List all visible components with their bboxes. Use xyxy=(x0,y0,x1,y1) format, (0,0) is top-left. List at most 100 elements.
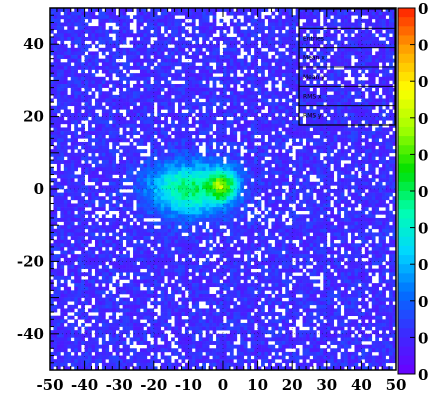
heatmap-cell xyxy=(357,134,362,139)
heatmap-cell xyxy=(143,47,148,52)
heatmap-cell xyxy=(108,36,113,41)
heatmap-cell xyxy=(233,149,238,154)
heatmap-cell xyxy=(216,112,220,117)
heatmap-cell xyxy=(50,138,54,143)
heatmap-cell xyxy=(108,80,113,85)
heatmap-cell xyxy=(209,22,213,27)
heatmap-cell xyxy=(378,116,383,121)
heatmap-cell xyxy=(309,160,314,164)
heatmap-cell xyxy=(261,134,265,139)
heatmap-cell xyxy=(143,33,148,38)
heatmap-cell xyxy=(281,127,286,132)
heatmap-cell xyxy=(223,192,227,197)
heatmap-cell xyxy=(319,98,324,103)
heatmap-cell xyxy=(295,163,300,168)
heatmap-cell xyxy=(323,18,328,23)
heatmap-cell xyxy=(281,134,286,139)
heatmap-cell xyxy=(94,102,99,107)
heatmap-cell xyxy=(164,55,168,59)
heatmap-cell xyxy=(216,26,220,31)
heatmap-cell xyxy=(195,11,200,16)
heatmap-cell xyxy=(108,94,113,99)
heatmap-cell xyxy=(209,167,213,172)
heatmap-cell xyxy=(77,141,82,146)
heatmap-cell xyxy=(271,181,276,186)
heatmap-cell xyxy=(233,102,238,107)
heatmap-cell xyxy=(299,69,303,74)
heatmap-cell xyxy=(184,189,189,193)
heatmap-cell xyxy=(337,207,341,212)
heatmap-cell xyxy=(164,138,168,143)
heatmap-cell xyxy=(181,210,186,215)
heatmap-cell xyxy=(56,145,61,150)
heatmap-cell xyxy=(119,84,123,88)
heatmap-cell xyxy=(126,26,130,31)
heatmap-cell xyxy=(108,217,113,222)
heatmap-cell xyxy=(240,116,245,121)
heatmap-cell xyxy=(309,152,314,157)
heatmap-cell xyxy=(378,8,383,12)
heatmap-cell xyxy=(178,91,182,96)
heatmap-cell xyxy=(50,217,54,222)
heatmap-cell xyxy=(112,149,117,154)
heatmap-cell xyxy=(191,18,196,23)
heatmap-cell xyxy=(312,207,317,212)
heatmap-cell xyxy=(326,94,331,99)
heatmap-cell xyxy=(205,80,210,85)
heatmap-cell xyxy=(63,203,68,208)
heatmap-cell xyxy=(115,127,120,132)
heatmap-cell xyxy=(150,91,155,96)
heatmap-cell xyxy=(354,174,359,179)
heatmap-cell xyxy=(74,73,78,78)
heatmap-cell xyxy=(382,47,386,52)
heatmap-cell xyxy=(143,196,148,201)
heatmap-cell xyxy=(74,127,78,132)
heatmap-cell xyxy=(229,76,234,81)
heatmap-cell xyxy=(333,62,338,67)
heatmap-cell xyxy=(84,160,89,164)
heatmap-cell xyxy=(178,22,182,27)
heatmap-cell xyxy=(129,185,134,190)
heatmap-cell xyxy=(368,76,373,81)
heatmap-cell xyxy=(101,11,106,16)
heatmap-cell xyxy=(333,141,338,146)
heatmap-cell xyxy=(122,62,127,67)
heatmap-cell xyxy=(285,47,290,52)
heatmap-cell xyxy=(133,15,137,20)
heatmap-cell xyxy=(233,160,238,164)
heatmap-cell xyxy=(312,145,317,150)
heatmap-cell xyxy=(209,123,213,128)
heatmap-cell xyxy=(378,55,383,59)
heatmap-cell xyxy=(105,138,110,143)
heatmap-cell xyxy=(344,102,348,107)
heatmap-cell xyxy=(389,127,393,132)
heatmap-cell xyxy=(261,29,265,34)
heatmap-cell xyxy=(63,131,68,135)
heatmap-cell xyxy=(229,102,234,107)
heatmap-cell xyxy=(205,47,210,52)
heatmap-cell xyxy=(330,214,335,219)
heatmap-cell xyxy=(184,65,189,70)
heatmap-cell xyxy=(205,203,210,208)
heatmap-cell xyxy=(84,55,89,59)
heatmap-cell xyxy=(392,156,397,161)
heatmap-cell xyxy=(212,192,217,197)
heatmap-cell xyxy=(261,116,265,121)
heatmap-cell xyxy=(216,36,220,41)
heatmap-cell xyxy=(243,84,248,88)
heatmap-cell xyxy=(202,181,206,186)
heatmap-cell xyxy=(171,145,175,150)
heatmap-cell xyxy=(219,196,224,201)
heatmap-cell xyxy=(368,156,373,161)
heatmap-cell xyxy=(133,185,137,190)
heatmap-cell xyxy=(247,94,251,99)
heatmap-cell xyxy=(288,123,293,128)
heatmap-cell xyxy=(195,44,200,49)
heatmap-cell xyxy=(112,123,117,128)
heatmap-cell xyxy=(236,145,241,150)
heatmap-cell xyxy=(91,192,96,197)
heatmap-cell xyxy=(357,29,362,34)
heatmap-cell xyxy=(312,29,317,34)
heatmap-cell xyxy=(50,8,54,12)
heatmap-cell xyxy=(333,152,338,157)
